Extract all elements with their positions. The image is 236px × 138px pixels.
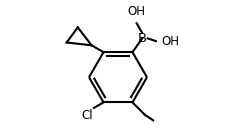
Text: Cl: Cl xyxy=(81,109,93,122)
Text: OH: OH xyxy=(128,5,146,18)
Text: B: B xyxy=(138,32,147,45)
Text: OH: OH xyxy=(161,35,179,48)
